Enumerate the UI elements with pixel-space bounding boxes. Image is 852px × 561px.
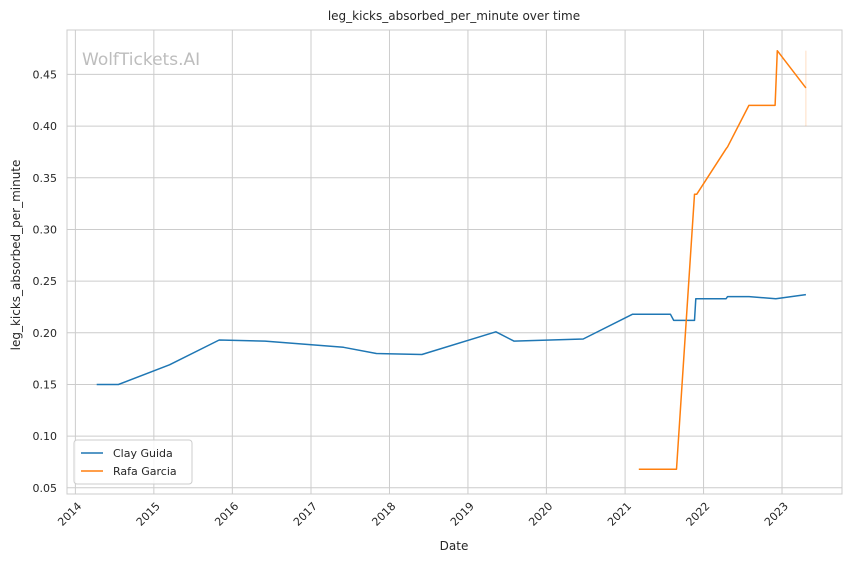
x-axis-label: Date [440,539,469,553]
y-axis-ticks: 0.05 0.10 0.15 0.20 0.25 0.30 0.35 0.40 0.45 [33,68,58,494]
y-tick-label: 0.25 [33,275,58,288]
y-tick-label: 0.40 [33,120,58,133]
legend: Clay Guida Rafa Garcia [73,439,193,485]
y-tick-label: 0.15 [33,378,58,391]
plot-frame [66,29,843,495]
chart-title: leg_kicks_absorbed_per_minute over time [328,9,580,23]
legend-label-rafa-garcia: Rafa Garcia [113,465,177,478]
legend-box [73,439,193,485]
y-tick-label: 0.30 [33,223,58,236]
y-tick-label: 0.35 [33,172,58,185]
series-lines [96,49,807,470]
y-tick-label: 0.20 [33,327,58,340]
grid-lines [67,30,842,494]
watermark: WolfTickets.AI [82,50,200,70]
series-line-rafa-garcia [638,49,807,470]
y-tick-label: 0.45 [33,68,58,81]
series-line-clay-guida [96,293,807,386]
legend-label-clay-guida: Clay Guida [113,447,173,460]
y-tick-label: 0.10 [33,430,58,443]
y-axis-label: leg_kicks_absorbed_per_minute [9,160,23,351]
y-tick-label: 0.05 [33,482,58,495]
